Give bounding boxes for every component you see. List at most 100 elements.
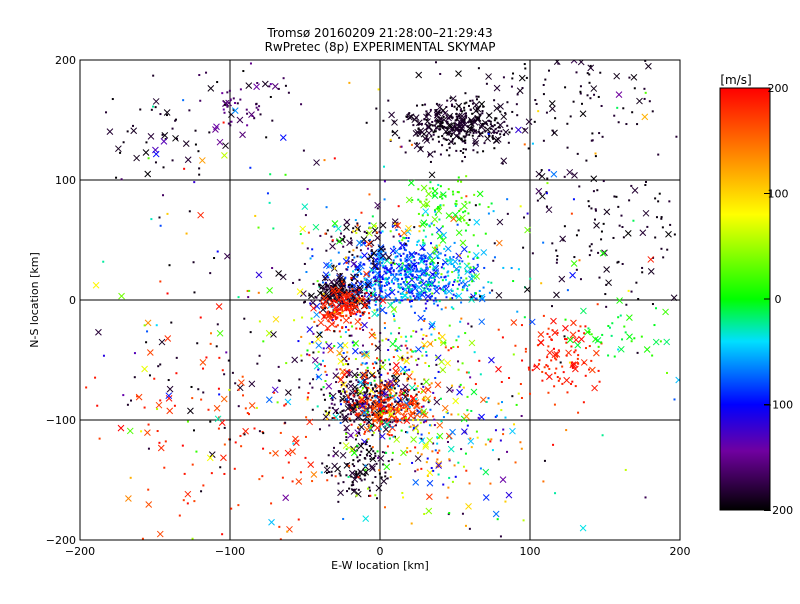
data-point (359, 261, 362, 264)
data-point-x (300, 290, 307, 297)
data-point (402, 120, 405, 123)
data-point (273, 391, 276, 394)
data-point (494, 128, 497, 131)
data-point (318, 285, 321, 288)
data-point (332, 455, 335, 458)
data-point (582, 401, 585, 404)
data-point (377, 88, 380, 91)
data-point (570, 382, 573, 385)
data-point (312, 351, 315, 354)
data-point (326, 285, 329, 288)
data-point (363, 292, 366, 295)
data-point (380, 414, 383, 417)
data-point (426, 475, 429, 478)
data-point (465, 114, 468, 117)
data-point (644, 496, 647, 499)
data-point (409, 270, 412, 273)
data-point (228, 388, 231, 391)
data-point (359, 454, 362, 457)
data-point (329, 394, 332, 397)
data-point (587, 200, 590, 203)
data-point (352, 312, 355, 315)
data-point (378, 294, 381, 297)
data-point-x (320, 301, 328, 308)
data-point (192, 261, 195, 264)
data-point (355, 268, 358, 271)
data-point (346, 351, 349, 354)
data-point (236, 102, 239, 105)
data-point (554, 492, 557, 495)
data-point (464, 130, 467, 133)
data-point (470, 123, 473, 126)
data-point (442, 204, 445, 207)
data-point (429, 263, 432, 266)
data-point-x (521, 127, 529, 134)
data-point-x (451, 211, 459, 219)
data-point (607, 324, 610, 327)
data-point (485, 400, 488, 403)
data-point-x (343, 461, 351, 469)
data-point (370, 328, 373, 331)
data-point (159, 399, 162, 402)
data-point (436, 261, 439, 264)
data-point (348, 464, 351, 467)
data-point (352, 394, 355, 397)
data-point (363, 474, 366, 477)
data-point (156, 408, 159, 411)
data-point (352, 270, 355, 273)
data-point (409, 295, 412, 298)
data-point-x (393, 361, 400, 369)
data-point (615, 195, 618, 198)
data-point (404, 431, 407, 434)
data-point (476, 256, 479, 259)
data-point (621, 226, 624, 229)
data-point (628, 76, 631, 79)
data-point (497, 402, 500, 405)
data-point (227, 122, 230, 125)
data-point (348, 369, 351, 372)
data-point (401, 277, 404, 280)
data-point (299, 471, 302, 474)
data-point (495, 414, 498, 417)
data-point (427, 432, 430, 435)
data-point-x (403, 400, 410, 407)
data-point (400, 296, 403, 299)
data-point-x (165, 394, 173, 402)
data-point-x (363, 352, 370, 359)
data-point (480, 295, 483, 298)
data-point (652, 256, 655, 259)
data-point (472, 149, 475, 152)
data-point (579, 85, 582, 88)
data-point (524, 67, 527, 70)
data-point (570, 364, 573, 367)
data-point (512, 353, 515, 356)
data-point-x (380, 477, 388, 485)
data-point-x (476, 190, 484, 198)
data-point-x (368, 331, 376, 339)
data-point (356, 456, 359, 459)
data-point (524, 350, 527, 353)
data-point (600, 341, 603, 344)
data-point (340, 299, 343, 302)
data-point (324, 282, 327, 285)
data-point-x (433, 398, 441, 406)
data-point (493, 119, 496, 122)
data-point (580, 102, 583, 105)
data-point (401, 266, 404, 269)
data-point (574, 385, 577, 388)
data-point-x (371, 310, 378, 318)
data-point (345, 261, 348, 264)
data-point (324, 314, 327, 317)
data-point (434, 297, 437, 300)
data-point (380, 381, 383, 384)
data-point (323, 159, 326, 162)
data-point (202, 367, 205, 370)
data-point (412, 329, 415, 332)
data-point-x (592, 335, 599, 343)
data-point (390, 434, 393, 437)
data-point (397, 403, 400, 406)
data-point (345, 309, 348, 312)
data-point (449, 297, 452, 300)
data-point-x (493, 84, 501, 92)
data-point (395, 408, 398, 411)
